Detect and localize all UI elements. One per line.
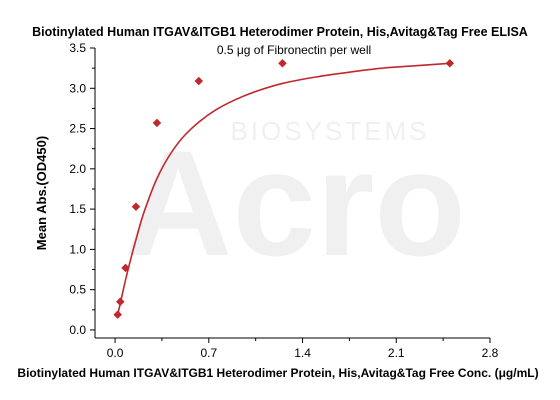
fit-curve-layer (116, 62, 450, 315)
x-axis-label: Biotinylated Human ITGAV&ITGB1 Heterodim… (17, 366, 538, 380)
y-tick-label: 0.0 (69, 323, 86, 337)
y-tick-label: 2.0 (69, 162, 86, 176)
watermark-sub: BIOSYSTEMS (230, 116, 429, 146)
y-tick-label: 3.5 (69, 41, 86, 55)
y-tick-label: 1.5 (69, 202, 86, 216)
y-axis-label: Mean Abs.(OD450) (34, 136, 49, 250)
chart-subtitle: 0.5 μg of Fibronectin per well (217, 43, 371, 57)
y-tick-label: 3.0 (69, 81, 86, 95)
x-tick-label: 1.4 (294, 346, 311, 360)
data-points-layer (113, 58, 455, 319)
data-point (131, 202, 141, 212)
chart-title: Biotinylated Human ITGAV&ITGB1 Heterodim… (32, 25, 528, 39)
data-point (115, 297, 125, 307)
data-point (152, 118, 162, 128)
x-tick-label: 0.0 (107, 346, 124, 360)
data-point (113, 310, 123, 319)
watermark: Acro BIOSYSTEMS (124, 116, 466, 287)
x-tick-label: 2.1 (388, 346, 405, 360)
y-tick-label: 0.5 (69, 283, 86, 297)
y-tick-label: 1.0 (69, 242, 86, 256)
x-tick-label: 0.7 (200, 346, 217, 360)
x-axis: 0.0 0.7 1.4 2.1 2.8 (95, 337, 499, 360)
y-axis: 0.0 0.5 1.0 1.5 2.0 2.5 3.0 3.5 (69, 41, 96, 338)
data-point (194, 76, 204, 86)
y-tick-label: 2.5 (69, 122, 86, 136)
x-tick-label: 2.8 (482, 346, 499, 360)
fit-curve (116, 62, 450, 315)
data-point (278, 58, 287, 68)
watermark-brand: Acro (124, 119, 466, 287)
data-point (121, 263, 130, 273)
data-point (445, 58, 455, 68)
